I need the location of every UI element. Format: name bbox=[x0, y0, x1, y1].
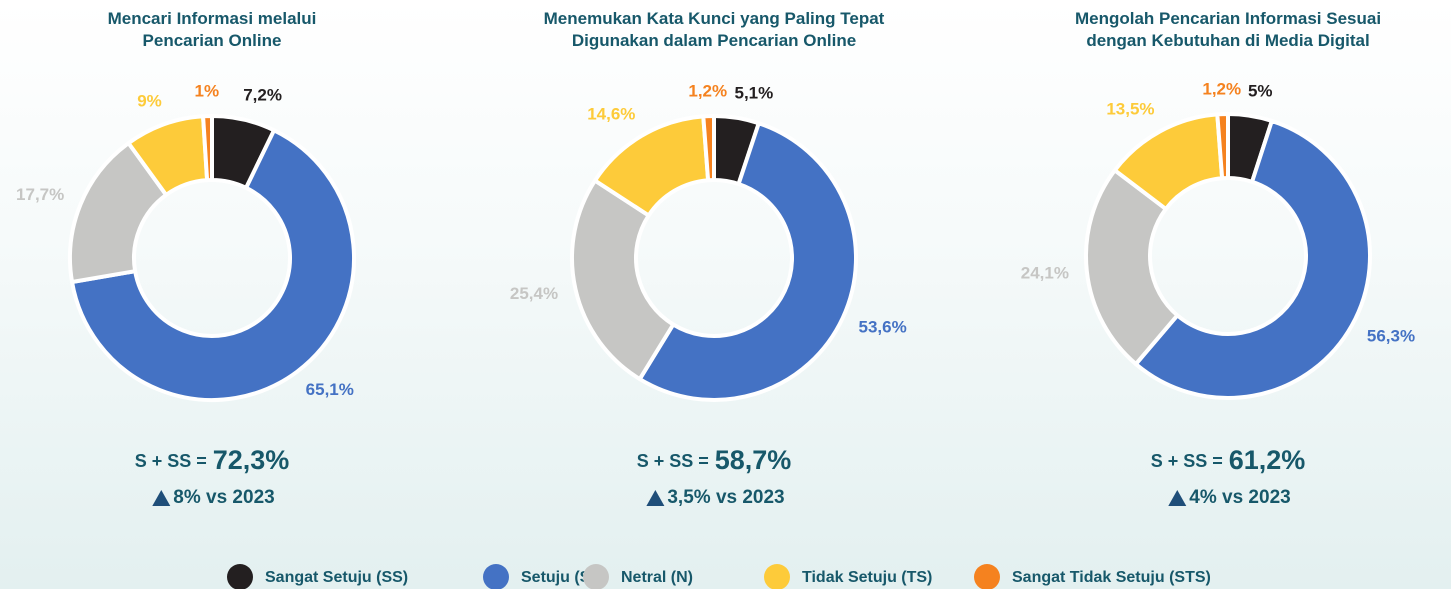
legend-label: Sangat Setuju (SS) bbox=[265, 569, 408, 586]
chart-title: Menemukan Kata Kunci yang Paling Tepat Di… bbox=[544, 9, 885, 50]
slice-label: 5% bbox=[1248, 82, 1273, 101]
slice-label: 1,2% bbox=[1202, 80, 1241, 99]
summary: S + SS = 58,7% bbox=[637, 445, 792, 475]
slice-label: 1% bbox=[194, 82, 219, 101]
up-triangle bbox=[1168, 490, 1187, 506]
donut-slice bbox=[1084, 168, 1180, 367]
donut-slice bbox=[1215, 112, 1230, 181]
summary: S + SS = 72,3% bbox=[135, 445, 290, 475]
donut-slice bbox=[570, 178, 676, 382]
summary-value: 72,3% bbox=[213, 445, 290, 475]
legend-swatch bbox=[974, 564, 1000, 589]
slice-label: 17,7% bbox=[16, 185, 64, 204]
legend-swatch bbox=[227, 564, 253, 589]
donut-slice bbox=[701, 114, 716, 183]
summary: S + SS = 61,2% bbox=[1151, 445, 1306, 475]
change-label: 8% vs 2023 bbox=[173, 487, 274, 508]
summary-prefix: S + SS = bbox=[637, 451, 709, 471]
slice-label: 1,2% bbox=[688, 82, 727, 101]
slice-label: 25,4% bbox=[510, 284, 558, 303]
donut-slice bbox=[1133, 118, 1372, 400]
up-triangle bbox=[646, 490, 665, 506]
slice-label: 56,3% bbox=[1367, 327, 1415, 346]
legend-label: Tidak Setuju (TS) bbox=[802, 569, 932, 586]
donut-slice bbox=[201, 114, 214, 183]
slice-label: 13,5% bbox=[1106, 100, 1154, 119]
chart-title: Mencari Informasi melalui Pencarian Onlin… bbox=[108, 9, 317, 50]
legend-swatch bbox=[483, 564, 509, 589]
summary-value: 58,7% bbox=[715, 445, 792, 475]
chart-title: Mengolah Pencarian Informasi Sesuai denga… bbox=[1075, 9, 1381, 50]
slice-label: 9% bbox=[137, 91, 162, 110]
summary-value: 61,2% bbox=[1229, 445, 1306, 475]
slice-label: 53,6% bbox=[859, 318, 907, 337]
donut-slice bbox=[637, 121, 858, 403]
summary-prefix: S + SS = bbox=[1151, 451, 1223, 471]
legend-label: Setuju (S) bbox=[521, 569, 596, 586]
slice-label: 14,6% bbox=[587, 105, 635, 124]
legend-label: Netral (N) bbox=[621, 569, 693, 586]
slice-label: 7,2% bbox=[243, 86, 282, 105]
slice-label: 5,1% bbox=[735, 84, 774, 103]
legend-swatch bbox=[583, 564, 609, 589]
slice-label: 65,1% bbox=[306, 380, 354, 399]
summary-prefix: S + SS = bbox=[135, 451, 207, 471]
slice-label: 24,1% bbox=[1021, 263, 1069, 282]
legend-swatch bbox=[764, 564, 790, 589]
donut-slice bbox=[70, 128, 356, 402]
change-label: 3,5% vs 2023 bbox=[667, 487, 784, 508]
legend-label: Sangat Tidak Setuju (STS) bbox=[1012, 569, 1211, 586]
up-triangle bbox=[152, 490, 171, 506]
change-label: 4% vs 2023 bbox=[1189, 487, 1290, 508]
